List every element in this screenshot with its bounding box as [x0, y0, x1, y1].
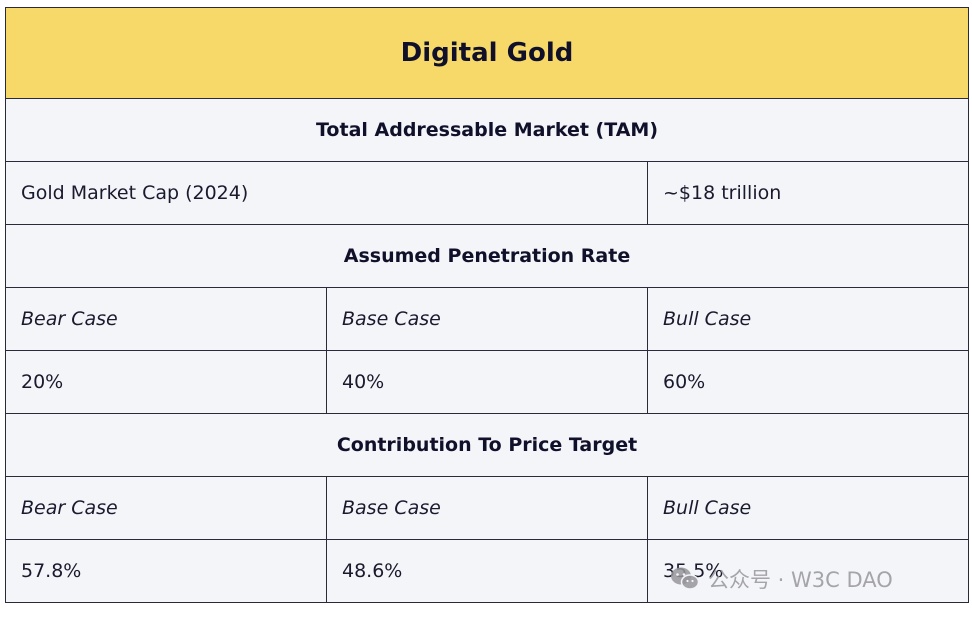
- penetration-bull-case: Bull Case: [646, 287, 970, 351]
- tam-heading: Total Addressable Market (TAM): [4, 98, 970, 162]
- penetration-base-case: Base Case: [326, 287, 648, 351]
- tam-value: ~$18 trillion: [646, 161, 970, 225]
- penetration-base-value: 40%: [326, 350, 648, 414]
- watermark: 公众号 · W3C DAO: [670, 563, 893, 595]
- wechat-icon: [671, 567, 700, 590]
- penetration-values-row: 20% 40% 60%: [5, 350, 970, 414]
- contribution-values-row: 57.8% 48.6% 35.5%: [5, 539, 970, 603]
- watermark-text: 公众号 · W3C DAO: [708, 568, 893, 592]
- penetration-bear-value: 20%: [5, 350, 327, 414]
- contribution-heading: Contribution To Price Target: [4, 413, 970, 477]
- contribution-bear-case: Bear Case: [5, 476, 327, 540]
- contribution-bull-value: 35.5%: [646, 539, 970, 603]
- contribution-bear-value: 57.8%: [5, 539, 327, 603]
- tam-label: Gold Market Cap (2024): [5, 161, 648, 225]
- title-row: Digital Gold: [4, 7, 970, 99]
- table-title: Digital Gold: [4, 7, 970, 99]
- penetration-bear-case: Bear Case: [5, 287, 327, 351]
- digital-gold-table: Digital Gold Total Addressable Market (T…: [4, 7, 970, 603]
- contribution-heading-row: Contribution To Price Target: [4, 413, 970, 477]
- contribution-bull-case: Bull Case: [646, 476, 970, 540]
- penetration-heading-row: Assumed Penetration Rate: [4, 224, 970, 288]
- tam-row: Gold Market Cap (2024) ~$18 trillion: [5, 161, 970, 225]
- contribution-base-case: Base Case: [326, 476, 648, 540]
- penetration-heading: Assumed Penetration Rate: [4, 224, 970, 288]
- penetration-cases-row: Bear Case Base Case Bull Case: [5, 287, 970, 351]
- penetration-bull-value: 60%: [646, 350, 970, 414]
- contribution-cases-row: Bear Case Base Case Bull Case: [5, 476, 970, 540]
- tam-heading-row: Total Addressable Market (TAM): [4, 98, 970, 162]
- contribution-base-value: 48.6%: [326, 539, 648, 603]
